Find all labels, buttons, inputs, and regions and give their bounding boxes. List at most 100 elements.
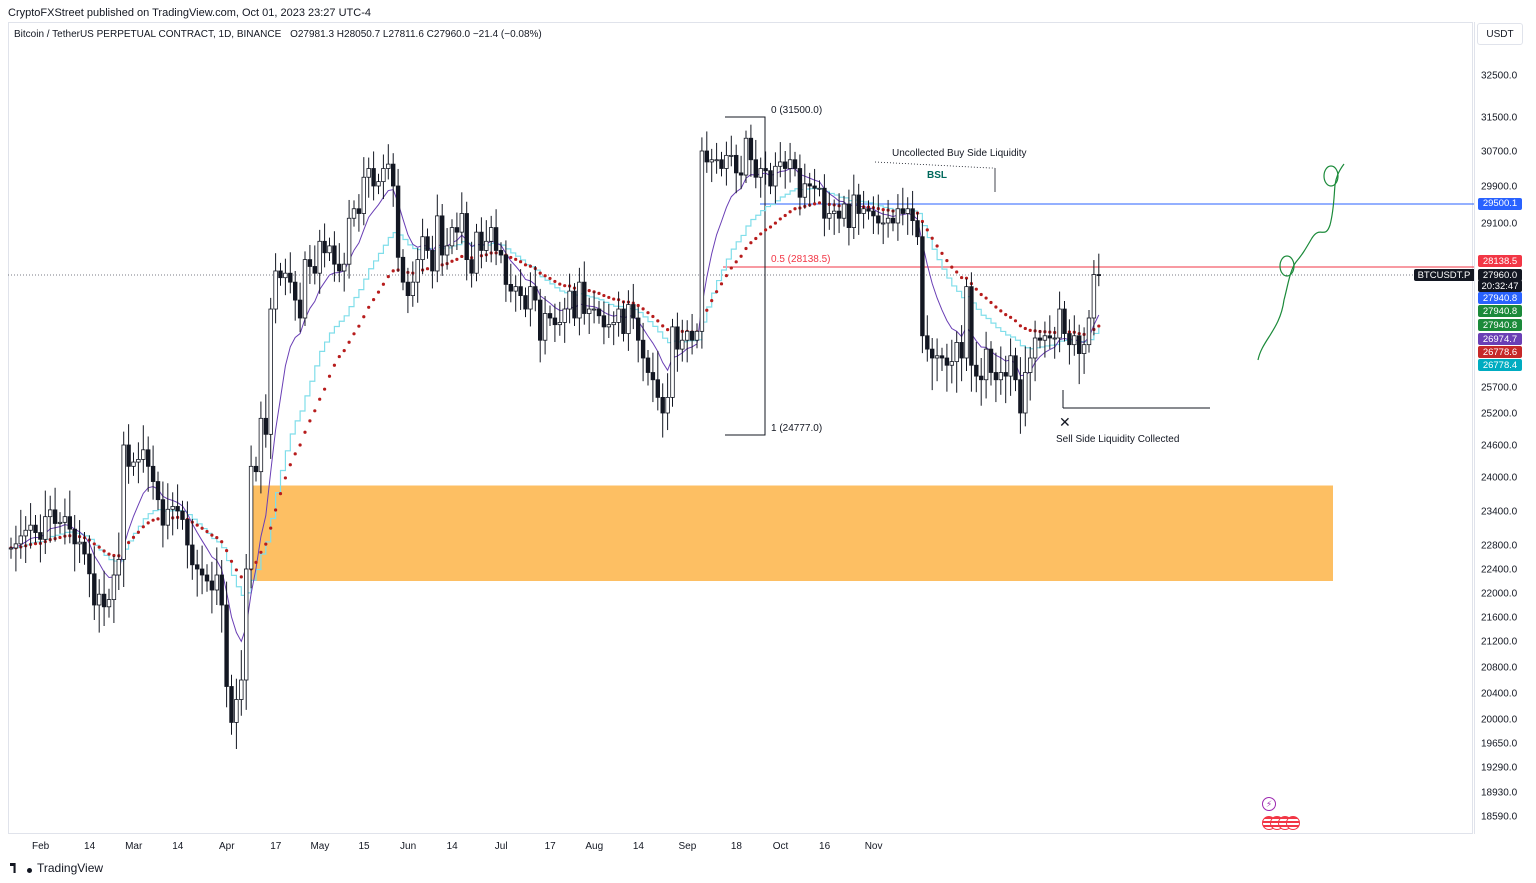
candle-down bbox=[836, 210, 842, 219]
candle-down bbox=[454, 227, 460, 233]
trailing-dot bbox=[386, 275, 390, 279]
candle-up bbox=[415, 259, 420, 283]
published-by-line: CryptoFXStreet published on TradingView.… bbox=[8, 7, 371, 19]
trailing-dot bbox=[269, 526, 273, 530]
trailing-dot bbox=[558, 282, 562, 286]
candle-down bbox=[439, 215, 445, 256]
trailing-dot bbox=[955, 270, 959, 274]
candle-down bbox=[621, 308, 626, 334]
time-tick-label: Sep bbox=[679, 841, 697, 852]
price-tick-label: 18590.0 bbox=[1481, 812, 1518, 823]
trailing-dot bbox=[195, 523, 199, 527]
candle-up bbox=[62, 516, 68, 523]
trailing-dot bbox=[528, 264, 533, 268]
candle-up bbox=[778, 161, 783, 167]
candle-down bbox=[498, 250, 504, 256]
currency-button[interactable]: USDT bbox=[1477, 23, 1523, 45]
candle-down bbox=[959, 342, 964, 359]
price-tag: 26974.7 bbox=[1478, 333, 1522, 345]
candle-down bbox=[655, 379, 660, 398]
trailing-dot bbox=[455, 257, 459, 261]
candle-up bbox=[444, 245, 450, 256]
trailing-dot bbox=[739, 254, 743, 258]
candle-down bbox=[38, 532, 43, 540]
trailing-dot bbox=[1097, 324, 1101, 328]
trailing-dot bbox=[33, 542, 38, 546]
trailing-dot bbox=[553, 279, 557, 284]
trailing-dot bbox=[381, 282, 385, 286]
candle-up bbox=[1032, 337, 1038, 359]
trailing-dot bbox=[778, 217, 782, 221]
candle-up bbox=[77, 541, 82, 545]
candle-up bbox=[131, 461, 136, 467]
candle-down bbox=[92, 573, 97, 606]
lightning-icon[interactable]: ⚡ bbox=[1262, 797, 1276, 811]
trailing-dot bbox=[1004, 313, 1008, 317]
candle-up bbox=[283, 272, 288, 279]
trailing-dot bbox=[646, 311, 650, 315]
trailing-dot bbox=[813, 202, 817, 206]
trailing-dot bbox=[523, 263, 528, 267]
price-tag: 27960.0 bbox=[1478, 269, 1522, 281]
price-tick-label: 23400.0 bbox=[1481, 507, 1518, 518]
candle-down bbox=[194, 564, 200, 570]
trailing-dot bbox=[288, 463, 292, 467]
candle-up bbox=[234, 699, 239, 723]
trailing-dot bbox=[607, 295, 611, 300]
trailing-dot bbox=[210, 533, 214, 537]
candle-down bbox=[890, 217, 896, 224]
candle-up bbox=[341, 263, 347, 272]
candle-up bbox=[528, 286, 533, 310]
candle-up bbox=[1023, 372, 1028, 414]
time-axis[interactable] bbox=[8, 834, 1473, 856]
candle-down bbox=[479, 231, 484, 251]
candle-up bbox=[1028, 357, 1033, 373]
candle-down bbox=[209, 580, 215, 591]
trailing-dot bbox=[264, 542, 268, 546]
candle-up bbox=[366, 168, 371, 178]
candle-down bbox=[822, 187, 827, 219]
trailing-dot bbox=[450, 259, 454, 263]
trailing-dot bbox=[773, 221, 778, 225]
us-flag-icon[interactable] bbox=[1286, 816, 1300, 830]
candle-down bbox=[52, 509, 58, 524]
symbol-name: Bitcoin / TetherUS PERPETUAL CONTRACT, 1… bbox=[14, 29, 282, 40]
candle-up bbox=[758, 168, 763, 178]
candle-down bbox=[753, 159, 758, 178]
price-axis[interactable] bbox=[1474, 22, 1536, 834]
candle-down bbox=[67, 516, 72, 530]
trailing-dot bbox=[950, 265, 954, 269]
trailing-dot bbox=[710, 299, 714, 303]
trailing-dot bbox=[308, 419, 312, 423]
trailing-dot bbox=[200, 526, 204, 530]
ohlc-values: O27981.3 H28050.7 L27811.6 C27960.0 −21.… bbox=[290, 29, 542, 40]
trailing-dot bbox=[347, 340, 351, 344]
candle-down bbox=[33, 524, 38, 533]
countdown-tag: 20:32:47 bbox=[1478, 280, 1522, 292]
candle-down bbox=[1037, 337, 1043, 341]
symbol-price-tag: BTCUSDT.P bbox=[1414, 269, 1474, 281]
trailing-dot bbox=[641, 307, 645, 311]
candle-up bbox=[885, 217, 891, 224]
chart-panel[interactable] bbox=[8, 22, 1473, 834]
trailing-dot bbox=[234, 568, 238, 572]
candle-down bbox=[1003, 372, 1008, 377]
candle-up bbox=[832, 210, 837, 214]
candle-up bbox=[787, 159, 793, 169]
candle-up bbox=[1008, 355, 1013, 377]
price-tag: 27940.8 bbox=[1478, 305, 1522, 317]
candle-down bbox=[356, 208, 362, 214]
candle-down bbox=[988, 348, 994, 373]
candle-up bbox=[934, 355, 940, 359]
resistance-price-tag: 29500.1 bbox=[1478, 197, 1522, 210]
candle-up bbox=[243, 568, 249, 681]
candle-up bbox=[998, 372, 1003, 381]
tradingview-footer[interactable]: TradingView bbox=[10, 861, 103, 875]
trailing-dot bbox=[372, 298, 376, 302]
trailing-dot bbox=[768, 225, 773, 229]
candle-up bbox=[273, 270, 278, 310]
trailing-dot bbox=[994, 305, 998, 309]
candle-down bbox=[263, 417, 268, 435]
trailing-dot bbox=[274, 508, 278, 512]
